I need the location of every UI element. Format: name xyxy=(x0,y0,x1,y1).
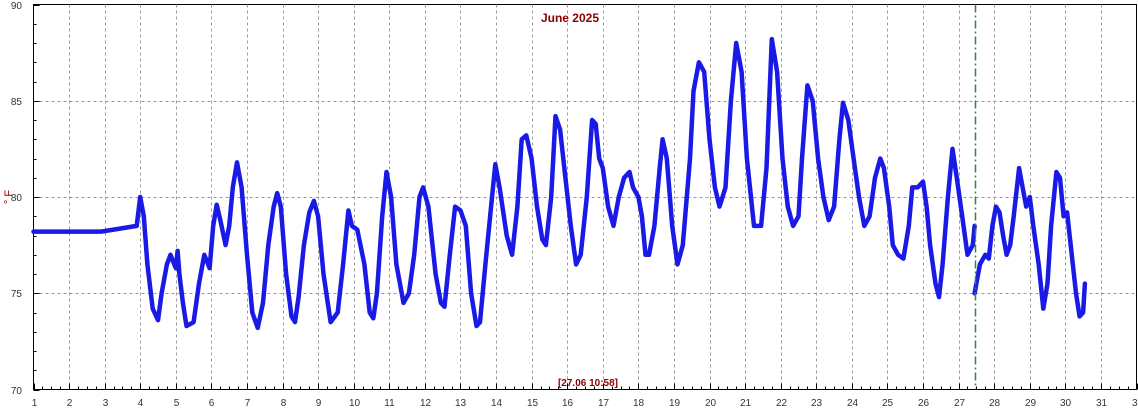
x-tick-label: 25 xyxy=(882,398,894,409)
series-layer xyxy=(31,36,1088,331)
x-tick-label: 22 xyxy=(776,398,788,409)
temperature-series-line xyxy=(31,36,977,331)
tick-labels: 1 2 3 4 5 6 7 8 9 10 11 12 13 14 15 16 17 18 19 20 21 22 23 24 2… xyxy=(11,1,1138,409)
y-tick-label: 80 xyxy=(11,193,23,204)
x-tick-label: 11 xyxy=(384,398,395,409)
axis-ticks xyxy=(33,5,1138,391)
x-tick-label: 12 xyxy=(420,398,432,409)
x-tick-label: 13 xyxy=(455,398,467,409)
x-tick-label: 3 xyxy=(103,398,109,409)
x-tick-label: 18 xyxy=(633,398,645,409)
x-tick-label: 31 xyxy=(1096,398,1108,409)
y-tick-label: 90 xyxy=(11,1,23,12)
x-tick-label: 28 xyxy=(989,398,1001,409)
x-tick-label: 4 xyxy=(138,398,144,409)
x-tick-label: 14 xyxy=(491,398,503,409)
y-axis-label: ° F xyxy=(3,190,15,204)
x-tick-label: 27 xyxy=(954,398,966,409)
y-tick-label: 85 xyxy=(11,97,23,108)
x-tick-label: 24 xyxy=(847,398,859,409)
x-tick-label: 20 xyxy=(705,398,717,409)
x-tick-label: 21 xyxy=(740,398,752,409)
x-tick-label: 15 xyxy=(527,398,539,409)
cursor-layer: [27.06 10:58] xyxy=(558,4,977,390)
y-tick-label: 70 xyxy=(11,386,23,397)
x-tick-label: 10 xyxy=(349,398,361,409)
x-tick-label: 32 xyxy=(1132,398,1138,409)
x-tick-label: 17 xyxy=(598,398,610,409)
temperature-series-line xyxy=(972,165,1088,319)
x-tick-label: 16 xyxy=(562,398,574,409)
y-tick-label: 75 xyxy=(11,289,23,300)
x-tick-label: 23 xyxy=(811,398,823,409)
x-tick-label: 1 xyxy=(32,398,38,409)
cursor-time-label: [27.06 10:58] xyxy=(558,378,618,389)
x-tick-label: 7 xyxy=(245,398,251,409)
x-tick-label: 9 xyxy=(316,398,322,409)
x-tick-label: 2 xyxy=(67,398,73,409)
x-tick-label: 6 xyxy=(209,398,215,409)
x-tick-label: 19 xyxy=(669,398,681,409)
chart-title: June 2025 xyxy=(541,11,599,25)
x-tick-label: 8 xyxy=(281,398,287,409)
x-tick-label: 29 xyxy=(1025,398,1037,409)
x-tick-label: 30 xyxy=(1060,398,1072,409)
x-tick-label: 5 xyxy=(174,398,180,409)
x-tick-label: 26 xyxy=(918,398,930,409)
